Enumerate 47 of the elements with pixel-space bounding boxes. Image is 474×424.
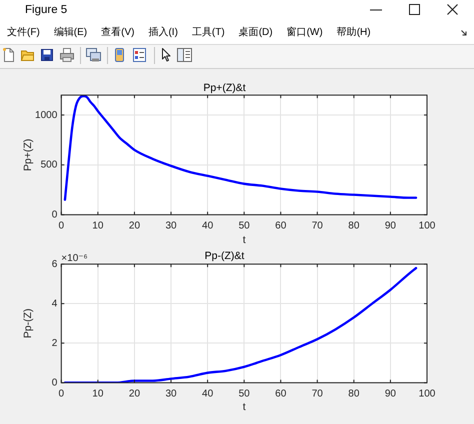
- y-tick-label: 0: [52, 209, 58, 220]
- x-axis-title: t: [242, 234, 246, 246]
- y-tick-label: 6: [52, 258, 58, 270]
- text: 桌面(D): [238, 26, 273, 39]
- x-tick-label: 70: [312, 388, 324, 400]
- x-tick-label: 60: [275, 220, 287, 232]
- text: 窗口(W): [286, 26, 323, 39]
- text: ×10⁻⁶: [61, 252, 88, 264]
- text: 编辑(E): [54, 26, 88, 39]
- text: 查看(V): [101, 26, 134, 39]
- x-tick-label: 90: [384, 388, 396, 400]
- y-axis-title: Pp+(Z): [22, 138, 34, 172]
- text: 文件(F): [7, 26, 40, 39]
- text: 工具(T): [192, 26, 225, 39]
- x-tick-label: 100: [418, 220, 436, 232]
- x-tick-label: 70: [312, 220, 324, 232]
- y-tick-label: 500: [40, 160, 58, 171]
- y-tick-label: 0: [52, 377, 58, 388]
- y-tick-label: 1000: [35, 110, 58, 121]
- x-axis-title: t: [242, 401, 246, 414]
- chart-title: Pp-(Z)&t: [204, 250, 244, 262]
- x-tick-label: 30: [165, 220, 178, 232]
- y-axis-title: Pp-(Z): [22, 308, 34, 338]
- x-tick-label: 20: [128, 220, 140, 232]
- x-tick-label: 40: [202, 388, 214, 400]
- x-tick-label: 40: [202, 220, 214, 232]
- x-tick-label: 90: [384, 220, 396, 232]
- text: Figure 5: [25, 3, 68, 17]
- x-tick-label: 60: [275, 388, 287, 400]
- x-tick-label: 10: [92, 388, 104, 400]
- x-tick-label: 20: [128, 388, 140, 400]
- x-tick-label: 0: [58, 388, 65, 400]
- x-tick-label: 10: [92, 220, 104, 232]
- chart-title: Pp+(Z)&t: [203, 82, 246, 94]
- line-series: [64, 266, 418, 383]
- x-tick-label: 80: [348, 220, 360, 232]
- x-tick-label: 80: [348, 388, 360, 400]
- x-tick-label: 50: [238, 220, 250, 232]
- x-tick-label: 30: [165, 388, 178, 400]
- y-tick-label: 4: [52, 298, 58, 310]
- x-tick-label: 50: [238, 388, 250, 400]
- x-tick-label: 0: [58, 220, 65, 232]
- x-tick-label: 100: [418, 388, 436, 400]
- line-series: [64, 95, 418, 201]
- text: 插入(I): [148, 26, 178, 39]
- text: 帮助(H): [336, 26, 371, 39]
- y-tick-label: 2: [52, 338, 58, 349]
